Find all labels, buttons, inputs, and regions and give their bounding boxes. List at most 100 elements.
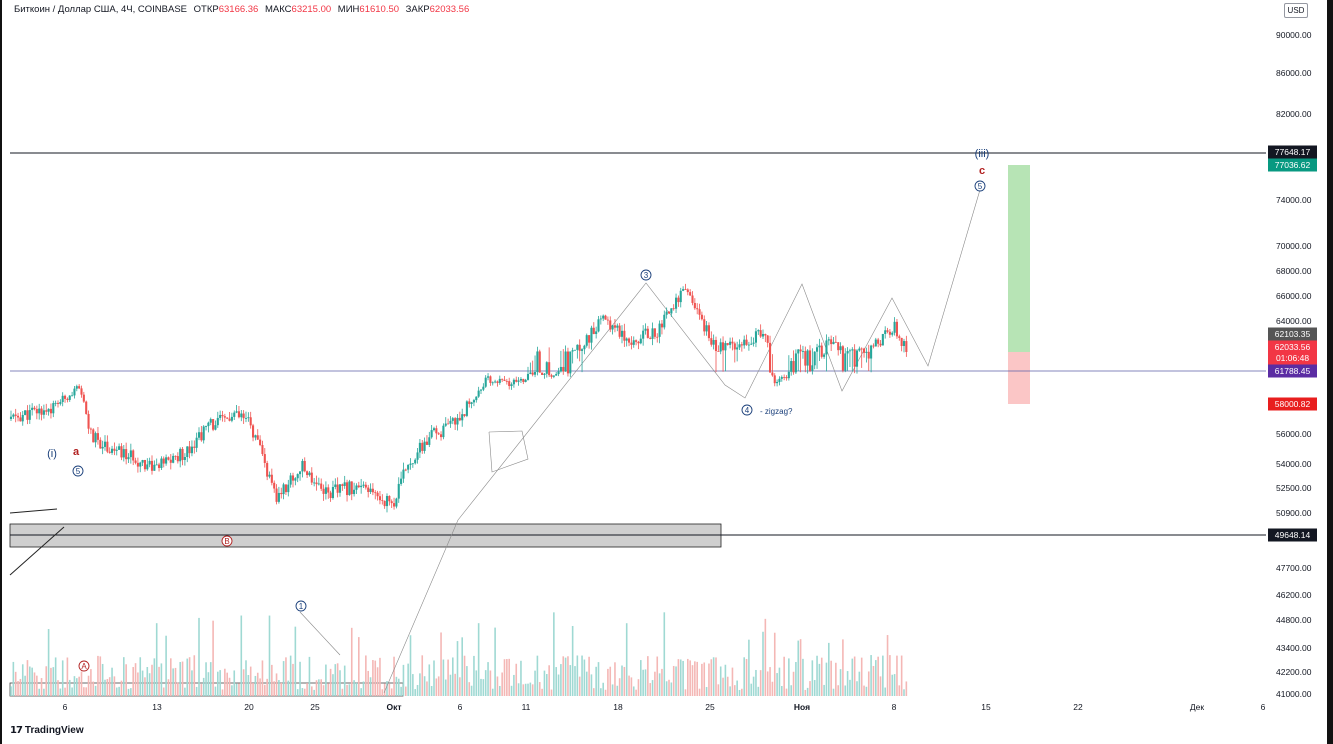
target-zone[interactable]: [1008, 165, 1030, 352]
candle: [186, 446, 189, 463]
support-zone[interactable]: [9, 523, 722, 548]
wave-label-1[interactable]: 1: [295, 600, 307, 612]
price-label-current[interactable]: 62033.56: [1268, 340, 1317, 354]
volume-bar: [454, 673, 456, 696]
wave-label-a[interactable]: a: [73, 446, 80, 458]
candle: [212, 418, 215, 432]
candle: [188, 440, 191, 459]
price-label-58000[interactable]: 58000.82: [1268, 397, 1317, 411]
volume-bar: [280, 682, 283, 696]
volume-bar: [177, 682, 179, 696]
volume-bar: [332, 674, 334, 696]
volume-bar: [186, 658, 189, 696]
stop-zone[interactable]: [1008, 352, 1030, 404]
candle: [489, 375, 492, 386]
candle: [874, 337, 877, 347]
volume-bar: [903, 689, 905, 696]
volume-bar: [731, 667, 734, 696]
candle: [491, 381, 494, 386]
candle: [350, 481, 353, 501]
drawing-lines-layer: [9, 152, 1266, 694]
price-axis[interactable]: 41000.00 42200.00 43400.00 44800.00 46200.00…: [1276, 30, 1312, 699]
volume-bar: [271, 664, 273, 696]
candle: [498, 375, 501, 385]
volume-bar: [144, 677, 146, 696]
candle: [45, 403, 48, 415]
volume-bar: [832, 688, 835, 696]
triangle-pattern[interactable]: [488, 430, 529, 473]
volume-bar: [36, 675, 38, 696]
price-label-62103[interactable]: 62103.35: [1268, 327, 1317, 341]
volume-bar: [386, 681, 388, 696]
candle: [752, 337, 755, 347]
time-axis[interactable]: 6 13 20 25 Окт 6 11 18 25 Ноя 8 15 22 Дек 6: [63, 702, 1266, 712]
candle: [679, 287, 682, 308]
volume-bar: [85, 687, 87, 696]
candle: [778, 376, 781, 386]
wave-label-3[interactable]: 3: [640, 269, 652, 281]
candle: [543, 372, 546, 379]
price-label-77648[interactable]: 77648.17: [1268, 145, 1317, 159]
wave-label-iii[interactable]: (iii): [975, 148, 990, 160]
candle: [317, 477, 320, 486]
wave-label-i[interactable]: (i): [47, 448, 57, 460]
candle: [183, 453, 186, 466]
volume-bar: [625, 623, 628, 696]
zigzag-note[interactable]: - zigzag?: [760, 407, 793, 416]
candle: [585, 333, 588, 348]
price-label-49648[interactable]: 49648.14: [1268, 528, 1317, 542]
volume-bar: [259, 678, 261, 696]
volume-bar: [137, 672, 139, 696]
candle: [402, 462, 405, 483]
volume-bar: [202, 677, 205, 696]
candle: [423, 437, 426, 454]
currency-button[interactable]: USD: [1284, 3, 1308, 18]
candle: [244, 411, 248, 423]
volume-bar: [517, 683, 520, 696]
candle: [338, 484, 342, 497]
wave-label-A[interactable]: A: [78, 660, 90, 672]
time-tick-label: Дек: [1190, 702, 1204, 712]
volume-bar: [567, 656, 569, 696]
candle: [233, 410, 236, 420]
volume-bar: [637, 679, 640, 696]
volume-bar: [773, 632, 776, 696]
trend-line[interactable]: [9, 508, 58, 514]
price-countdown[interactable]: 01:06:48: [1268, 351, 1317, 365]
candle: [787, 355, 790, 381]
volume-bar: [97, 655, 99, 696]
wave-projection-line[interactable]: [299, 611, 341, 656]
volume-bar: [564, 657, 567, 696]
wave-projection-line[interactable]: [383, 182, 983, 694]
volume-bar: [106, 678, 109, 696]
wave-label-B[interactable]: B: [221, 535, 233, 547]
candle: [837, 342, 840, 356]
tradingview-logo[interactable]: 17 TradingView: [10, 725, 84, 736]
volume-bar: [487, 662, 489, 696]
candle: [766, 335, 769, 348]
candle: [693, 298, 696, 310]
volume-bar: [414, 689, 416, 696]
price-label-61788[interactable]: 61788.45: [1268, 364, 1317, 378]
candle: [336, 477, 339, 498]
candle: [343, 475, 346, 489]
time-tick-label: 20: [244, 702, 254, 712]
trend-line[interactable]: [9, 526, 65, 576]
volume-bar: [470, 685, 473, 696]
wave-label-c[interactable]: c: [979, 165, 985, 177]
candle: [296, 473, 299, 483]
symbol-name[interactable]: Биткоин / Доллар США, 4Ч, COINBASE: [14, 4, 187, 15]
price-label-77036[interactable]: 77036.62: [1268, 158, 1317, 172]
volume-bar: [252, 682, 254, 696]
candle: [877, 337, 880, 348]
wave-label-5-right[interactable]: 5: [974, 180, 986, 192]
volume-bar: [515, 663, 518, 696]
candle: [738, 339, 741, 351]
volume-bar: [710, 659, 713, 696]
volume-bar: [318, 679, 320, 696]
wave-label-5-left[interactable]: 5: [72, 465, 84, 477]
volume-bar: [45, 666, 48, 696]
candle: [371, 483, 374, 496]
wave-label-4[interactable]: 4: [741, 404, 753, 416]
